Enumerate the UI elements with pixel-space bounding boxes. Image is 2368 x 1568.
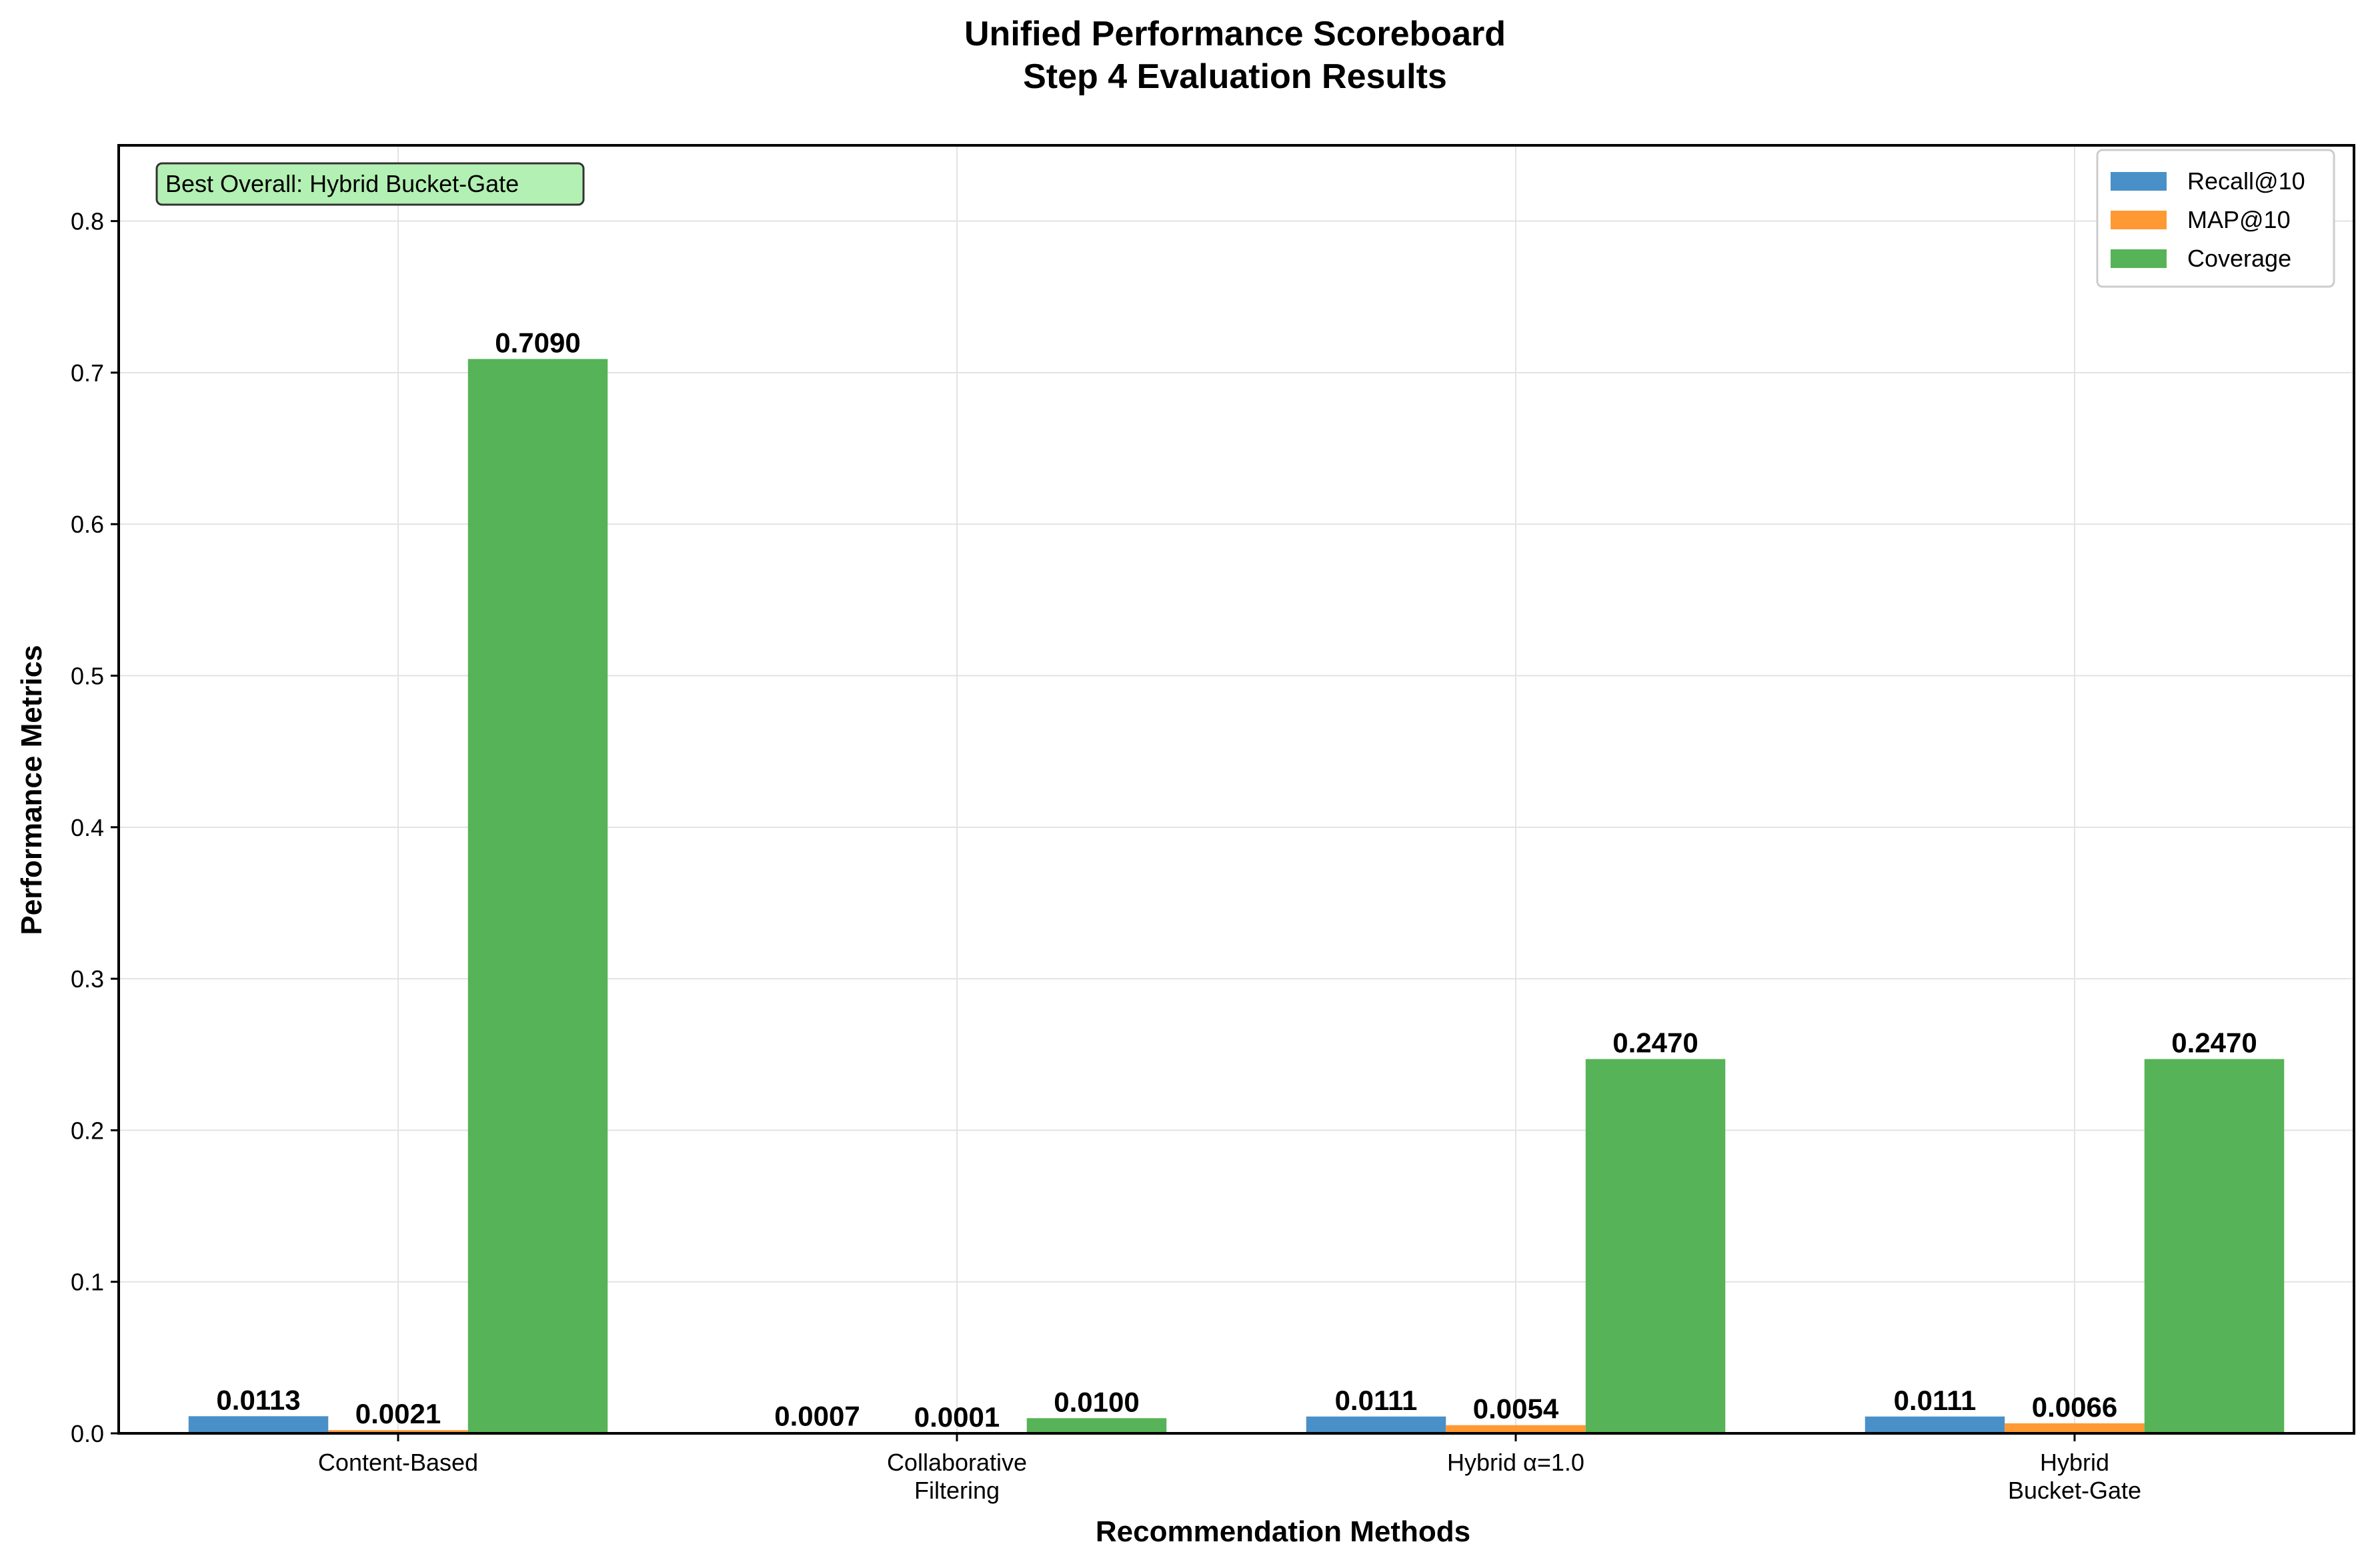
bar-value-label: 0.0111	[1894, 1385, 1977, 1416]
bar-coverage	[2144, 1059, 2285, 1433]
chart-title-line-1: Unified Performance Scoreboard	[964, 15, 1506, 53]
bar-coverage	[1026, 1418, 1167, 1433]
chart-title-line-2: Step 4 Evaluation Results	[1023, 57, 1447, 96]
bar-value-label: 0.0100	[1054, 1386, 1139, 1417]
y-tick-label: 0.3	[71, 965, 104, 993]
bar-value-label: 0.0001	[914, 1401, 1000, 1433]
y-tick-label: 0.8	[71, 208, 104, 235]
bar-value-label: 0.0021	[355, 1398, 441, 1429]
y-tick-label: 0.4	[71, 814, 104, 841]
y-axis: 0.0 0.1 0.2 0.3 0.4 0.5 0.6 0.7 0.8	[71, 208, 119, 1447]
x-tick-label: Bucket-Gate	[2008, 1477, 2141, 1504]
bar-map-10	[328, 1430, 468, 1433]
bar-map-10	[1446, 1425, 1586, 1433]
y-tick-label: 0.2	[71, 1117, 104, 1144]
y-tick-label: 0.6	[71, 511, 104, 538]
legend-swatch	[2111, 172, 2167, 191]
plot-frame	[117, 144, 2355, 1435]
legend: Recall@10 MAP@10 Coverage	[2096, 149, 2335, 288]
bar-value-label: 0.2470	[1612, 1027, 1698, 1059]
bar-coverage	[467, 359, 608, 1434]
bar-value-label: 0.0111	[1335, 1385, 1418, 1416]
bar-map-10	[2005, 1423, 2145, 1433]
bars-layer	[188, 359, 2285, 1434]
y-tick-label: 0.1	[71, 1269, 104, 1296]
x-tick-label: Hybrid	[2040, 1449, 2109, 1476]
bar-value-label: 0.0054	[1473, 1393, 1559, 1425]
annotation-text: Best Overall: Hybrid Bucket-Gate	[165, 170, 519, 197]
legend-swatch	[2111, 211, 2167, 229]
legend-label: MAP@10	[2187, 206, 2291, 233]
bar-value-labels: 0.0113 0.0007 0.0111 0.0111 0.0021 0.0001 0.00…	[216, 327, 2257, 1432]
x-tick-label: Collaborative	[887, 1449, 1027, 1476]
bar-value-label: 0.0113	[216, 1384, 300, 1415]
bar-value-label: 0.7090	[495, 327, 580, 358]
x-axis-label: Recommendation Methods	[1096, 1515, 1470, 1548]
y-tick-label: 0.5	[71, 663, 104, 690]
x-tick-label: Filtering	[914, 1477, 1000, 1504]
bar-coverage	[1585, 1059, 1726, 1433]
legend-label: Coverage	[2187, 245, 2291, 272]
annotation-box	[155, 162, 585, 206]
legend-label: Recall@10	[2187, 167, 2305, 195]
y-axis-label: Performance Metrics	[15, 645, 48, 935]
bar-recall-10	[1306, 1416, 1446, 1433]
bar-recall-10	[188, 1416, 329, 1433]
x-tick-label: Hybrid α=1.0	[1447, 1449, 1584, 1476]
bar-value-label: 0.2470	[2171, 1027, 2257, 1059]
grid-layer	[119, 145, 2354, 1434]
y-tick-label: 0.7	[71, 359, 104, 387]
x-tick-label: Content-Based	[318, 1449, 478, 1476]
bar-value-label: 0.0066	[2032, 1391, 2117, 1423]
bar-value-label: 0.0007	[774, 1400, 860, 1431]
best-overall-annotation: Best Overall: Hybrid Bucket-Gate	[155, 162, 585, 206]
bar-recall-10	[1865, 1416, 2005, 1433]
legend-swatch	[2111, 249, 2167, 268]
y-tick-label: 0.0	[71, 1420, 104, 1447]
